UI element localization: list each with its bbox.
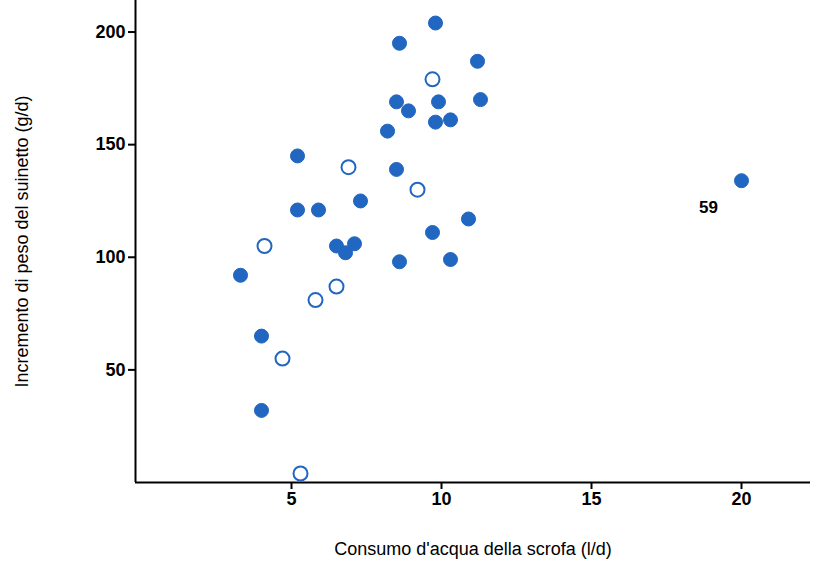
svg-text:5: 5: [286, 489, 296, 509]
svg-text:59: 59: [699, 198, 718, 217]
svg-text:Incremento di peso del suinett: Incremento di peso del suinetto (g/d): [12, 95, 32, 387]
svg-text:10: 10: [431, 489, 451, 509]
svg-text:50: 50: [105, 360, 125, 380]
svg-text:150: 150: [95, 134, 125, 154]
svg-text:200: 200: [95, 22, 125, 42]
svg-text:15: 15: [581, 489, 601, 509]
svg-text:Consumo d'acqua della scrofa (: Consumo d'acqua della scrofa (l/d): [334, 539, 612, 559]
svg-text:100: 100: [95, 247, 125, 267]
svg-text:20: 20: [731, 489, 751, 509]
